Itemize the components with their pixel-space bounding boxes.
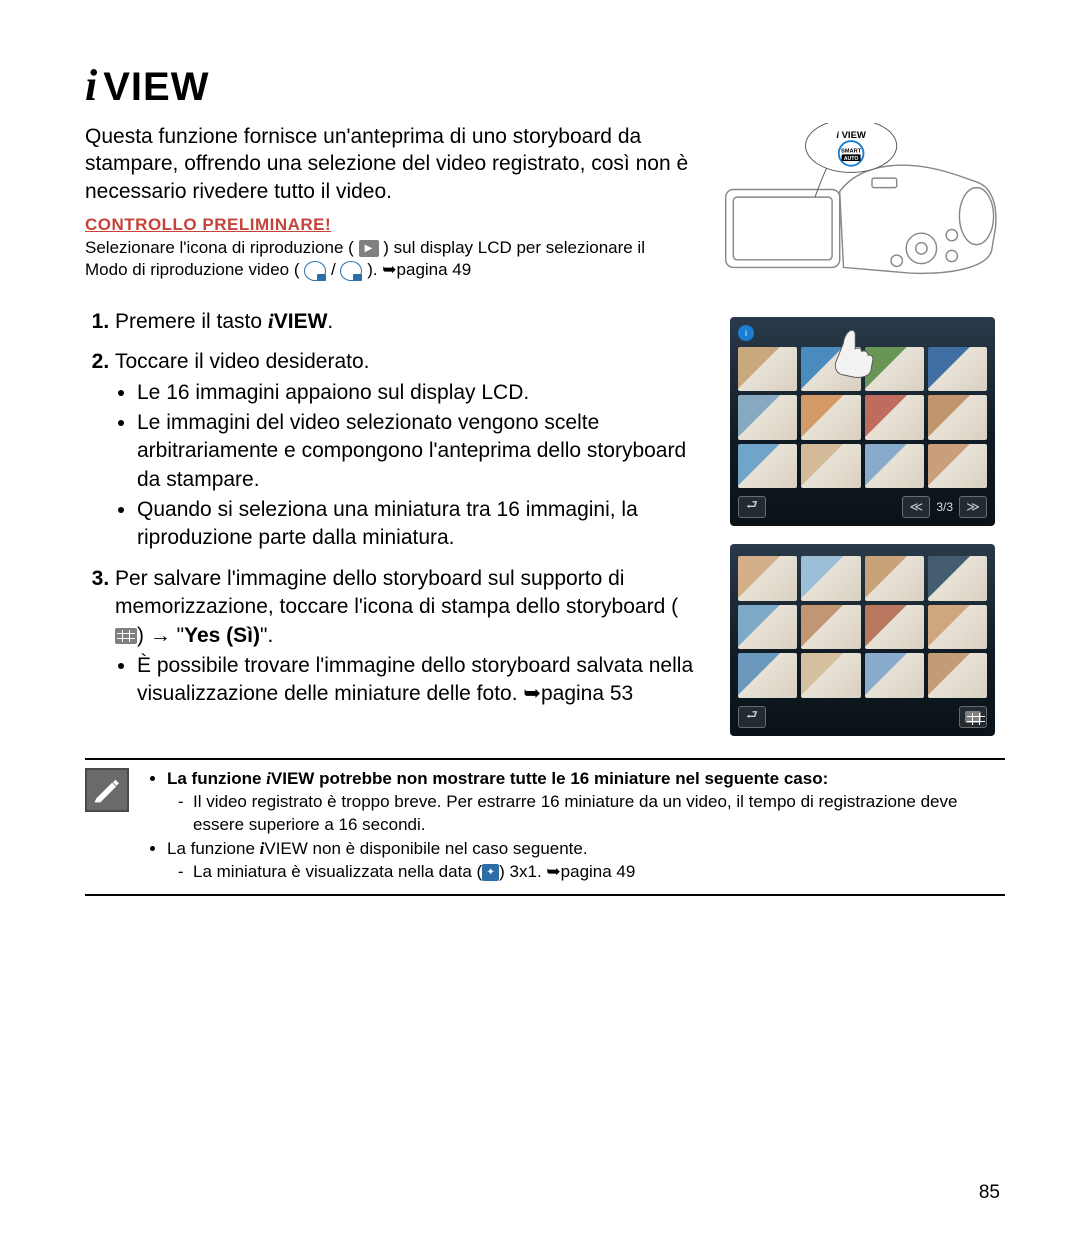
step3-text-a: Per salvare l'immagine dello storyboard … xyxy=(115,567,678,618)
note-body: La funzione iVIEW potrebbe non mostrare … xyxy=(147,768,1005,887)
note-sub-1: Il video registrato è troppo breve. Per … xyxy=(193,791,1005,837)
page-counter: 3/3 xyxy=(936,500,953,514)
next-icon: ≫ xyxy=(959,496,987,518)
preliminary-check-title: CONTROLLO PRELIMINARE! xyxy=(85,215,700,235)
note-l2a: La funzione xyxy=(167,839,260,858)
check-line2a: Modo di riproduzione video ( xyxy=(85,260,300,279)
step3-sub-0: È possibile trovare l'immagine dello sto… xyxy=(137,652,700,709)
lcd-screen-2: ⮐ xyxy=(730,544,995,735)
screen2-bottom-bar: ⮐ xyxy=(738,706,987,728)
step2-sub-0: Le 16 immagini appaiono sul display LCD. xyxy=(137,379,700,407)
thumbnail xyxy=(865,347,924,391)
manual-page: i VIEW Questa funzione fornisce un'antep… xyxy=(0,0,1080,1234)
note-head-a: La funzione xyxy=(167,769,266,788)
step3-sublist: È possibile trovare l'immagine dello sto… xyxy=(115,652,700,709)
back-icon: ⮐ xyxy=(738,496,766,518)
intro-text: Questa funzione fornisce un'anteprima di… xyxy=(85,123,700,205)
right-column: i VIEW SMART AUTO i ⮐ xyxy=(720,123,1005,736)
storyboard-bar-icon xyxy=(959,706,987,728)
check-line2c: ). ➥pagina 49 xyxy=(367,260,471,279)
note-sub-2: La miniatura è visualizzata nella data (… xyxy=(193,861,1005,884)
thumbnail xyxy=(928,395,987,439)
thumbnail xyxy=(865,395,924,439)
callout-rest: VIEW xyxy=(842,130,866,141)
thumbnail xyxy=(928,653,987,697)
thumbnail xyxy=(738,605,797,649)
steps-list: Premere il tasto iVIEW. Toccare il video… xyxy=(85,307,700,708)
thumbnail xyxy=(738,653,797,697)
thumbnail xyxy=(865,653,924,697)
two-column-layout: Questa funzione fornisce un'anteprima di… xyxy=(85,123,1005,736)
thumbnail xyxy=(738,395,797,439)
thumbnail xyxy=(738,556,797,600)
note-line-2: La funzione iVIEW non è disponibile nel … xyxy=(167,838,1005,884)
video-mode-hd-icon xyxy=(304,261,326,281)
note-top-rule xyxy=(85,758,1005,760)
title-main: VIEW xyxy=(103,65,209,110)
left-column: Questa funzione fornisce un'anteprima di… xyxy=(85,123,700,730)
back-icon: ⮐ xyxy=(738,706,766,728)
thumbnail xyxy=(738,444,797,488)
check-line1b: ) sul display LCD per selezionare il xyxy=(383,238,645,257)
svg-text:AUTO: AUTO xyxy=(844,156,859,162)
thumbnail xyxy=(738,347,797,391)
camera-illustration: i VIEW SMART AUTO xyxy=(720,123,1005,299)
date-view-icon: ✦ xyxy=(482,864,499,881)
thumbnail xyxy=(928,605,987,649)
preliminary-check-body: Selezionare l'icona di riproduzione ( ▶ … xyxy=(85,237,700,281)
step-1: Premere il tasto iVIEW. xyxy=(115,307,700,336)
screen1-grid xyxy=(738,347,987,488)
storyboard-print-icon xyxy=(115,628,137,644)
page-number: 85 xyxy=(979,1182,1000,1204)
thumbnail xyxy=(865,444,924,488)
play-icon: ▶ xyxy=(359,240,379,257)
thumbnail xyxy=(865,605,924,649)
step2-sublist: Le 16 immagini appaiono sul display LCD.… xyxy=(115,379,700,553)
screen2-grid xyxy=(738,556,987,697)
thumbnail xyxy=(928,444,987,488)
check-line1a: Selezionare l'icona di riproduzione ( xyxy=(85,238,354,257)
screen1-top: i xyxy=(738,325,987,341)
step2-sub-1: Le immagini del video selezionato vengon… xyxy=(137,409,700,494)
svg-text:SMART: SMART xyxy=(841,148,862,154)
note-block: La funzione iVIEW potrebbe non mostrare … xyxy=(85,768,1005,887)
page-title: i VIEW xyxy=(85,60,1005,111)
thumbnail xyxy=(801,605,860,649)
step3-text-b: ) → " xyxy=(137,624,184,647)
note-sub2b: ) 3x1. ➥pagina 49 xyxy=(499,862,635,881)
note-l2b: VIEW non è disponibile nel caso seguente… xyxy=(264,839,587,858)
callout-i: i xyxy=(836,131,839,141)
step1-iview-rest: VIEW xyxy=(274,310,328,333)
thumbnail xyxy=(801,395,860,439)
svg-text:i VIEW: i VIEW xyxy=(836,130,866,141)
thumbnail xyxy=(865,556,924,600)
video-mode-sd-icon xyxy=(340,261,362,281)
step1-text-b: . xyxy=(327,310,333,333)
thumbnail xyxy=(801,653,860,697)
prev-icon: ≪ xyxy=(902,496,930,518)
step-3: Per salvare l'immagine dello storyboard … xyxy=(115,565,700,709)
screen1-bottom-bar: ⮐ ≪ 3/3 ≫ xyxy=(738,496,987,518)
iview-dot-icon: i xyxy=(738,325,754,341)
title-prefix-italic-i: i xyxy=(85,60,97,111)
thumbnail xyxy=(801,556,860,600)
note-pencil-icon xyxy=(85,768,129,812)
note-line-1: La funzione iVIEW potrebbe non mostrare … xyxy=(167,768,1005,837)
lcd-screen-1: i ⮐ ≪ 3/3 ≫ xyxy=(730,317,995,526)
thumbnail xyxy=(801,347,860,391)
camera-svg: i VIEW SMART AUTO xyxy=(720,123,1005,294)
step3-yes: Yes (Sì) xyxy=(184,624,260,647)
check-line2b: / xyxy=(331,260,336,279)
thumbnail xyxy=(928,556,987,600)
step-2: Toccare il video desiderato. Le 16 immag… xyxy=(115,348,700,552)
step3-text-c: ". xyxy=(260,624,273,647)
thumbnail xyxy=(928,347,987,391)
note-head-rest: VIEW potrebbe non mostrare tutte le 16 m… xyxy=(271,769,828,788)
step2-text: Toccare il video desiderato. xyxy=(115,350,369,373)
note-bottom-rule xyxy=(85,894,1005,896)
step1-text-a: Premere il tasto xyxy=(115,310,268,333)
step2-sub-2: Quando si seleziona una miniatura tra 16… xyxy=(137,496,700,553)
note-sub2a: La miniatura è visualizzata nella data ( xyxy=(193,862,482,881)
thumbnail xyxy=(801,444,860,488)
